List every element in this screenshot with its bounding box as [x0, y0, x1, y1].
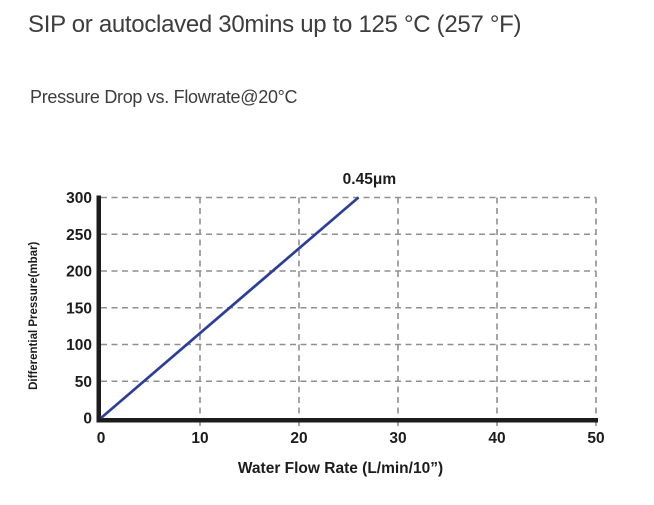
x-tick-label: 40 — [488, 430, 505, 447]
y-tick-label: 50 — [75, 374, 92, 391]
series-label: 0.45μm — [343, 171, 396, 188]
y-tick-label: 100 — [66, 337, 92, 354]
y-tick-label: 300 — [66, 190, 92, 207]
chart-title: Pressure Drop vs. Flowrate@20°C — [30, 87, 298, 107]
pressure-vs-flowrate-chart: 0.45μm 0 50 100 150 200 250 300 0 10 20 30 40 50 Water… — [28, 171, 605, 477]
x-tick-label: 0 — [97, 430, 106, 447]
x-tick-label: 10 — [191, 430, 208, 447]
y-tick-label: 0 — [83, 411, 92, 428]
page-title: SIP or autoclaved 30mins up to 125 °C (2… — [28, 11, 522, 38]
y-tick-label: 250 — [66, 227, 92, 244]
x-tick-label: 30 — [389, 430, 406, 447]
x-tick-label: 20 — [290, 430, 307, 447]
x-axis-label: Water Flow Rate (L/min/10”) — [238, 460, 443, 477]
x-tick-label: 50 — [587, 430, 604, 447]
data-line — [100, 196, 360, 420]
x-axis — [96, 418, 598, 423]
y-axis-label: Differential Pressure(mbar) — [28, 241, 40, 389]
y-axis — [96, 195, 101, 423]
y-tick-label: 150 — [66, 300, 92, 317]
y-tick-label: 200 — [66, 264, 92, 281]
